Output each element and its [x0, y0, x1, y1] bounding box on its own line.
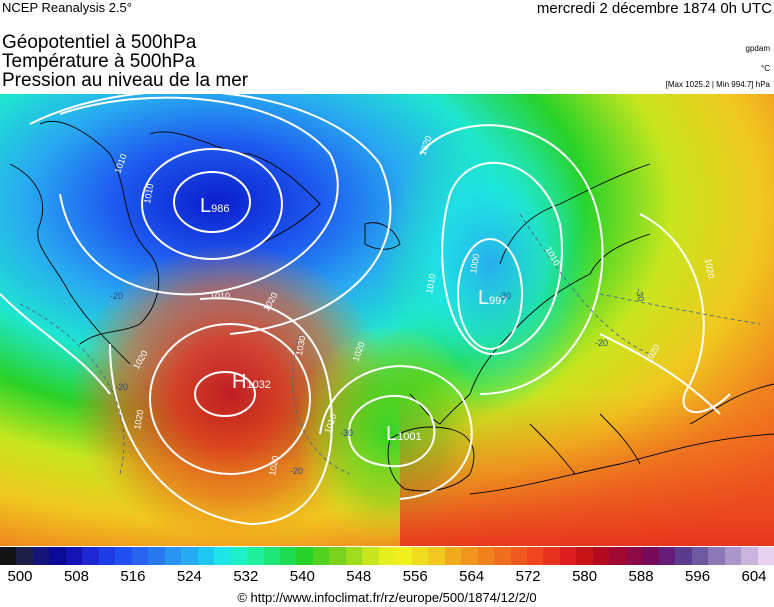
legend-swatch: [247, 547, 264, 565]
legend-tick-label: 540: [289, 568, 315, 585]
legend-swatch: [642, 547, 659, 565]
legend-swatch: [148, 547, 165, 565]
south-warm-band: [400, 394, 774, 546]
legend-swatch: [16, 547, 33, 565]
isobar-label: 1010: [424, 273, 437, 294]
isotherms: [19, 213, 761, 475]
legend-swatch: [658, 547, 676, 565]
legend-swatch: [329, 547, 346, 565]
unit-temperature: °C: [761, 64, 770, 73]
legend-swatch: [691, 547, 709, 565]
legend-swatch: [214, 547, 231, 565]
legend-tick-label: 572: [515, 568, 541, 585]
isobar-label: 1020: [267, 455, 280, 476]
legend-swatch: [263, 547, 280, 565]
legend-swatch: [115, 547, 132, 565]
isotherm-label: -20: [290, 466, 303, 476]
legend-tick-label: 556: [402, 568, 428, 585]
legend-tick-label: 500: [7, 568, 33, 585]
isotherm-label: -20: [115, 382, 128, 392]
legend-swatch: [362, 547, 379, 565]
map-date: mercredi 2 décembre 1874 0h UTC: [536, 0, 772, 17]
isobar-label: 1020: [703, 258, 716, 279]
isotherm-label: -30: [340, 428, 353, 438]
low-center-2: L997: [478, 287, 507, 309]
legend-swatch: [131, 547, 149, 565]
legend-tick-label: 580: [572, 568, 598, 585]
legend-swatch: [49, 547, 66, 565]
legend-swatch: [230, 547, 248, 565]
legend-swatch: [625, 547, 643, 565]
isobar-label: 1010: [142, 183, 155, 204]
legend-swatch: [98, 547, 116, 565]
legend-swatch: [461, 547, 478, 565]
legend-swatch: [494, 547, 511, 565]
isobar-label: 1000: [468, 253, 481, 274]
credit-url: © http://www.infoclimat.fr/rz/europe/500…: [237, 590, 537, 605]
data-source-label: NCEP Reanalysis 2.5°: [2, 0, 132, 15]
legend-swatch: [0, 547, 17, 565]
title-geopotential: Géopotentiel à 500hPa: [2, 32, 197, 53]
coastlines: [9, 120, 774, 495]
legend-swatch: [197, 547, 215, 565]
legend-tick-label: 604: [741, 568, 767, 585]
legend-swatch: [181, 547, 198, 565]
legend-swatch: [65, 547, 83, 565]
isobars: [0, 94, 731, 526]
legend-swatch: [312, 547, 330, 565]
legend-swatch: [609, 547, 626, 565]
legend-swatch: [164, 547, 182, 565]
isobar-label: 1010: [210, 291, 230, 301]
legend-tick-label: 532: [233, 568, 259, 585]
color-legend-ticks: 500 508 516 524 532 540 548 556 564 572 580 588 596 6…: [0, 568, 774, 588]
legend-swatch: [378, 547, 396, 565]
isotherm-label: -30: [634, 288, 646, 303]
legend-swatch: [82, 547, 99, 565]
legend-tick-label: 564: [459, 568, 485, 585]
legend-tick-label: 596: [685, 568, 711, 585]
isobar-label: 1020: [132, 409, 145, 430]
legend-swatch: [395, 547, 412, 565]
legend-swatch: [32, 547, 50, 565]
legend-swatch: [675, 547, 692, 565]
legend-tick-label: 516: [120, 568, 146, 585]
legend-tick-label: 508: [63, 568, 89, 585]
legend-tick-label: 524: [176, 568, 202, 585]
weather-map: L986 H1032 L997 L1001 1010 1010 1010 102…: [0, 94, 774, 546]
isotherm-label: -20: [110, 291, 123, 301]
legend-tick-label: 548: [346, 568, 372, 585]
legend-swatch: [708, 547, 725, 565]
legend-swatch: [559, 547, 577, 565]
legend-swatch: [345, 547, 363, 565]
legend-swatch: [296, 547, 313, 565]
title-pressure: Pression au niveau de la mer: [2, 70, 249, 91]
legend-swatch: [576, 547, 593, 565]
legend-tick-label: 588: [628, 568, 654, 585]
isobar-label: 1030: [294, 335, 307, 356]
legend-swatch: [477, 547, 495, 565]
pressure-range: [Max 1025.2 | Min 994.7] hPa: [665, 80, 770, 89]
legend-swatch: [757, 547, 774, 565]
legend-swatch: [510, 547, 527, 565]
low-center-3: L1001: [386, 423, 422, 445]
legend-swatch: [527, 547, 544, 565]
color-legend-bar: [0, 547, 774, 565]
isotherm-label: -30: [498, 291, 511, 301]
low-center-1: L986: [200, 195, 229, 217]
legend-swatch: [444, 547, 462, 565]
legend-swatch: [741, 547, 758, 565]
high-center-1: H1032: [232, 371, 271, 393]
legend-swatch: [724, 547, 742, 565]
legend-swatch: [592, 547, 610, 565]
title-temperature: Température à 500hPa: [2, 51, 196, 72]
unit-geopotential: gpdam: [745, 44, 770, 53]
legend-swatch: [428, 547, 445, 565]
legend-swatch: [279, 547, 297, 565]
legend-swatch: [543, 547, 560, 565]
legend-swatch: [411, 547, 429, 565]
isotherm-label: -20: [595, 338, 608, 348]
